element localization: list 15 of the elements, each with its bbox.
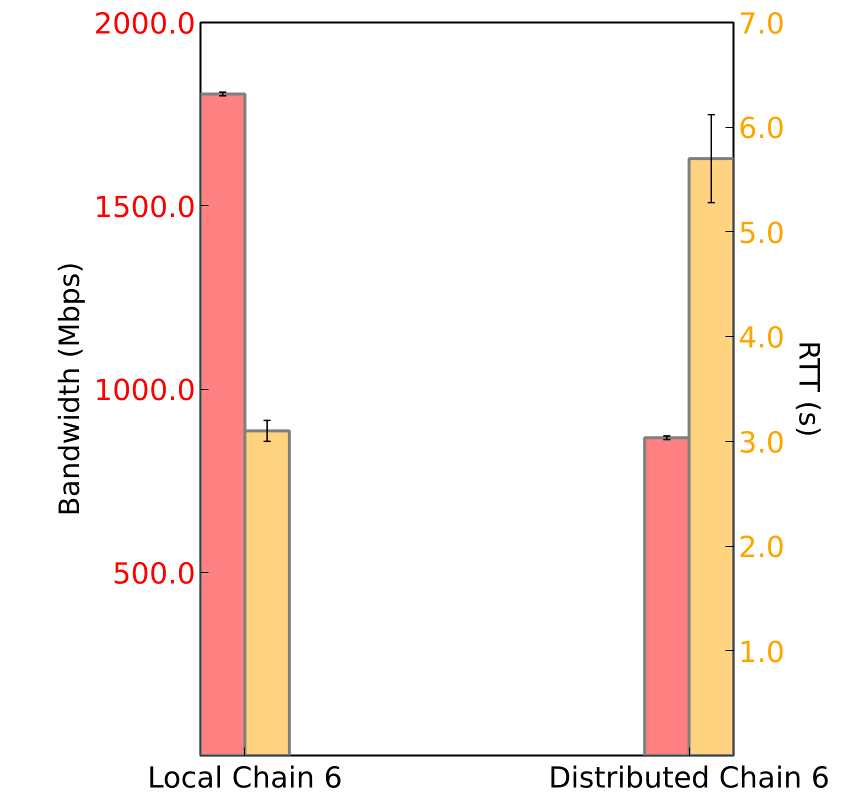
y-tick-label: 1000.0 [94, 373, 196, 407]
y2-tick-label: 5.0 [738, 216, 785, 250]
y-tick-label: 1500.0 [94, 190, 196, 224]
y-tick-label: 500.0 [112, 556, 196, 590]
y2-tick-label: 4.0 [738, 320, 785, 355]
y2-tick-label: 7.0 [738, 6, 785, 40]
y-tick-label: 2000.0 [94, 6, 196, 40]
x-tick-label: Local Chain 6 [147, 760, 342, 794]
x-tick-label: Distributed Chain 6 [548, 760, 830, 794]
y2-tick-label: 2.0 [738, 530, 785, 564]
y2-axis-title: RTT (s) [792, 340, 826, 438]
y2-tick-label: 3.0 [738, 425, 785, 460]
y2-tick-label: 6.0 [738, 111, 785, 146]
y-axis-title: Bandwidth (Mbps) [53, 262, 86, 516]
y2-tick-label: 1.0 [738, 634, 785, 669]
